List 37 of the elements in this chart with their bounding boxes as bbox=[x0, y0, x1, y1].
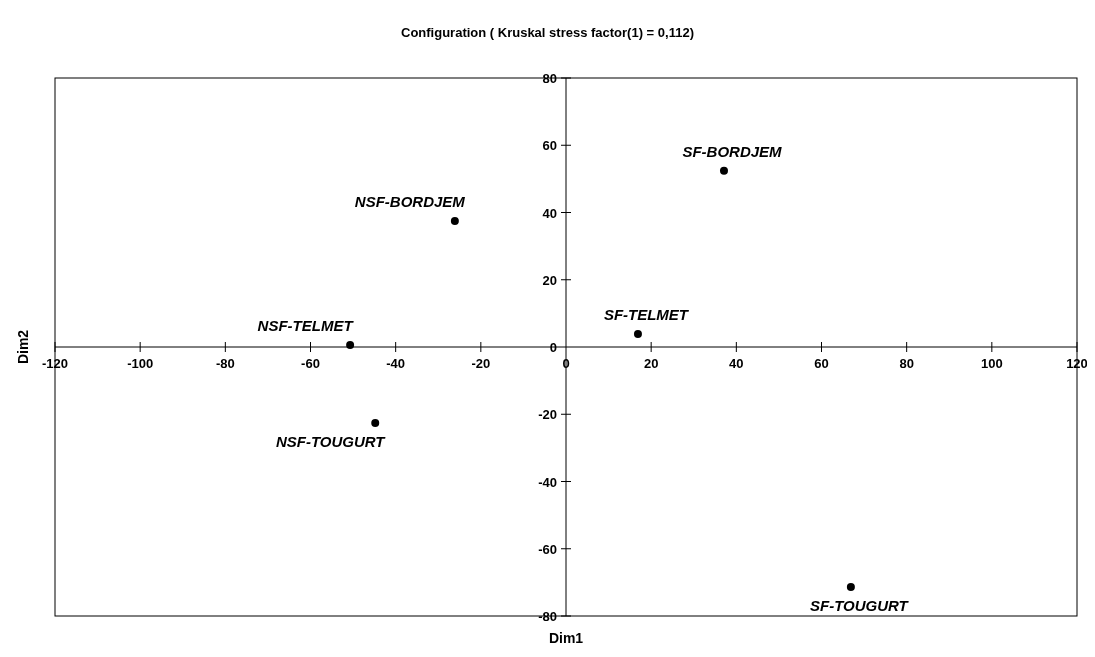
x-axis-title: Dim1 bbox=[548, 630, 584, 646]
point bbox=[846, 583, 855, 592]
chart-title: Configuration ( Kruskal stress factor(1) = 0,112) bbox=[401, 25, 694, 40]
x-tick-label: -60 bbox=[301, 356, 320, 371]
x-tick-label: 0 bbox=[562, 356, 570, 371]
x-tick-label: 120 bbox=[1066, 356, 1088, 371]
x-tick-label: 80 bbox=[899, 356, 914, 371]
point bbox=[346, 340, 355, 349]
x-tick-label: -20 bbox=[471, 356, 491, 371]
series-label: SF-TELMET bbox=[603, 305, 690, 323]
y-tick-label: -40 bbox=[538, 474, 557, 490]
y-tick-label: -20 bbox=[538, 407, 557, 423]
x-tick-label: -120 bbox=[41, 356, 69, 371]
series-label: SF-BORDJEM bbox=[682, 142, 783, 160]
x-tick-label: -40 bbox=[386, 356, 406, 371]
point bbox=[450, 216, 459, 225]
y-tick-label: 80 bbox=[542, 71, 557, 86]
x-tick-label: -100 bbox=[127, 356, 154, 371]
series-label: NSF-TOUGURT bbox=[275, 432, 387, 450]
y-tick-label: -80 bbox=[538, 609, 557, 624]
series-label: NSF-BORDJEM bbox=[354, 192, 466, 210]
point bbox=[633, 329, 642, 338]
point bbox=[371, 418, 380, 427]
x-tick-label: 20 bbox=[643, 356, 659, 371]
series-label: NSF-TELMET bbox=[257, 316, 355, 334]
y-tick-label: -60 bbox=[538, 541, 557, 557]
series-label: SF-TOUGURT bbox=[809, 597, 910, 615]
x-tick-label: 100 bbox=[980, 356, 1003, 371]
y-tick-label: 20 bbox=[542, 272, 557, 288]
point bbox=[719, 166, 728, 175]
y-tick-label: 0 bbox=[549, 340, 557, 355]
y-tick-label: 60 bbox=[542, 138, 557, 154]
y-tick-label: 40 bbox=[542, 205, 557, 221]
y-axis-title: Dim2 bbox=[15, 329, 31, 365]
x-tick-label: -80 bbox=[215, 356, 235, 371]
x-tick-label: 40 bbox=[729, 356, 744, 371]
x-tick-label: 60 bbox=[814, 356, 829, 371]
